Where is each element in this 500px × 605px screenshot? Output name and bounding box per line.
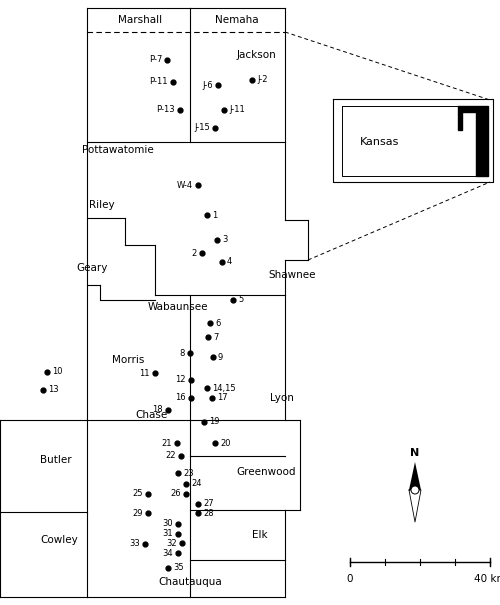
Text: 29: 29 bbox=[132, 508, 143, 517]
Text: Riley: Riley bbox=[89, 200, 115, 210]
Text: Greenwood: Greenwood bbox=[236, 467, 296, 477]
Text: 4: 4 bbox=[227, 258, 232, 266]
Polygon shape bbox=[409, 490, 421, 522]
Text: Geary: Geary bbox=[76, 263, 108, 273]
Text: 24: 24 bbox=[191, 480, 202, 488]
Text: P-13: P-13 bbox=[156, 105, 175, 114]
Text: 11: 11 bbox=[140, 368, 150, 378]
Text: 1: 1 bbox=[212, 211, 217, 220]
Text: 3: 3 bbox=[222, 235, 228, 244]
Text: J-6: J-6 bbox=[202, 80, 213, 90]
Polygon shape bbox=[409, 462, 421, 490]
Text: Elk: Elk bbox=[252, 530, 268, 540]
Text: 12: 12 bbox=[176, 376, 186, 385]
Text: 6: 6 bbox=[215, 318, 220, 327]
Text: Cowley: Cowley bbox=[40, 535, 78, 545]
Text: J-11: J-11 bbox=[229, 105, 245, 114]
Text: 22: 22 bbox=[166, 451, 176, 460]
Text: 35: 35 bbox=[173, 563, 184, 572]
Text: N: N bbox=[410, 448, 420, 458]
Text: Kansas: Kansas bbox=[360, 137, 400, 147]
Text: Wabaunsee: Wabaunsee bbox=[148, 302, 208, 312]
Text: 13: 13 bbox=[48, 385, 58, 394]
Text: J-15: J-15 bbox=[194, 123, 210, 132]
Circle shape bbox=[411, 486, 419, 494]
Text: Lyon: Lyon bbox=[270, 393, 294, 403]
Text: 28: 28 bbox=[203, 508, 213, 517]
Text: 2: 2 bbox=[192, 249, 197, 258]
Text: 34: 34 bbox=[162, 549, 173, 557]
Text: 40 km: 40 km bbox=[474, 574, 500, 584]
Text: 19: 19 bbox=[209, 417, 220, 427]
Text: 23: 23 bbox=[183, 468, 194, 477]
Text: 21: 21 bbox=[162, 439, 172, 448]
Text: 30: 30 bbox=[162, 520, 173, 529]
Text: Jackson: Jackson bbox=[237, 50, 277, 60]
Text: 16: 16 bbox=[176, 393, 186, 402]
Text: P-7: P-7 bbox=[148, 56, 162, 65]
Text: Chautauqua: Chautauqua bbox=[158, 577, 222, 587]
Polygon shape bbox=[458, 106, 488, 176]
Text: 18: 18 bbox=[152, 405, 163, 414]
Text: Pottawatomie: Pottawatomie bbox=[82, 145, 154, 155]
Text: 10: 10 bbox=[52, 367, 62, 376]
Text: 0: 0 bbox=[347, 574, 353, 584]
Text: 9: 9 bbox=[218, 353, 223, 362]
Text: 33: 33 bbox=[129, 540, 140, 549]
Text: 26: 26 bbox=[170, 489, 181, 499]
Text: 5: 5 bbox=[238, 295, 243, 304]
Text: Marshall: Marshall bbox=[118, 15, 162, 25]
Text: Chase: Chase bbox=[136, 410, 168, 420]
Text: P-11: P-11 bbox=[150, 77, 168, 87]
Text: Morris: Morris bbox=[112, 355, 144, 365]
Text: 8: 8 bbox=[180, 348, 185, 358]
Text: 32: 32 bbox=[166, 538, 177, 548]
Text: 7: 7 bbox=[213, 333, 218, 341]
Text: 25: 25 bbox=[132, 489, 143, 499]
Text: 14,15: 14,15 bbox=[212, 384, 236, 393]
Text: 31: 31 bbox=[162, 529, 173, 538]
Text: Shawnee: Shawnee bbox=[268, 270, 316, 280]
Text: 20: 20 bbox=[220, 439, 230, 448]
Text: Nemaha: Nemaha bbox=[215, 15, 259, 25]
Text: J-2: J-2 bbox=[257, 76, 268, 85]
Text: Butler: Butler bbox=[40, 455, 72, 465]
Text: 27: 27 bbox=[203, 500, 213, 508]
Text: W-4: W-4 bbox=[177, 180, 193, 189]
Text: 17: 17 bbox=[217, 393, 228, 402]
